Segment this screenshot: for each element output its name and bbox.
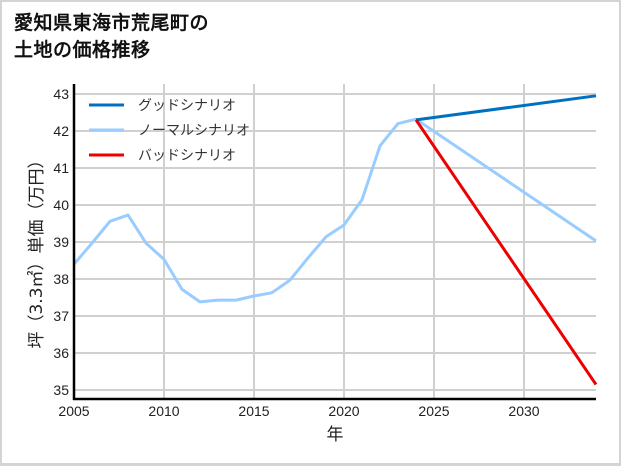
y-tick-label: 43 bbox=[53, 86, 69, 102]
legend-label: グッドシナリオ bbox=[138, 98, 236, 114]
x-axis-label: 年 bbox=[327, 425, 344, 445]
y-tick-label: 35 bbox=[53, 382, 69, 398]
y-tick-label: 36 bbox=[53, 345, 69, 361]
gridlines bbox=[74, 84, 596, 399]
x-tick-label: 2030 bbox=[508, 403, 539, 419]
x-tick-label: 2015 bbox=[238, 403, 269, 419]
x-tick-label: 2020 bbox=[328, 403, 359, 419]
x-tick-label: 2025 bbox=[418, 403, 449, 419]
tick-labels: 35 36 37 38 39 40 41 42 43 2005 2010 2015 2020 2025 20… bbox=[53, 86, 539, 419]
y-tick-label: 41 bbox=[53, 160, 69, 176]
series-line bbox=[72, 117, 597, 304]
chart-title-line2: 土地の価格推移 bbox=[14, 39, 151, 61]
y-tick-label: 38 bbox=[53, 271, 69, 287]
x-tick-label: 2005 bbox=[58, 403, 89, 419]
x-tick-label: 2010 bbox=[148, 403, 179, 419]
chart-title-line1: 愛知県東海市荒尾町の bbox=[14, 12, 210, 34]
y-tick-label: 39 bbox=[53, 234, 69, 250]
y-tick-label: 42 bbox=[53, 123, 69, 139]
y-tick-label: 40 bbox=[53, 197, 69, 213]
legend-label: ノーマルシナリオ bbox=[138, 123, 250, 139]
axes bbox=[72, 84, 596, 401]
y-axis-label: 坪（3.3㎡）単価（万円） bbox=[27, 151, 47, 348]
y-tick-label: 37 bbox=[53, 308, 69, 324]
series-line bbox=[414, 119, 598, 386]
legend-label: バッドシナリオ bbox=[138, 148, 236, 164]
data-series bbox=[72, 94, 598, 386]
chart-title: 愛知県東海市荒尾町の 土地の価格推移 bbox=[14, 10, 209, 64]
series-line bbox=[415, 94, 597, 122]
